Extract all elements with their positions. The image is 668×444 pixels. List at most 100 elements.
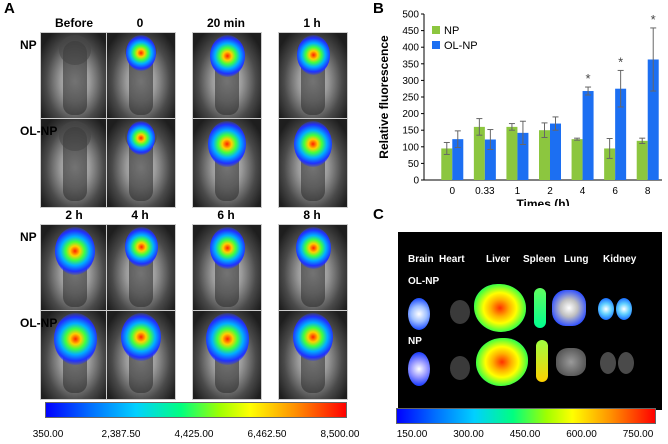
fluorescence-signal [55, 227, 95, 275]
organ-colorbar-tick-1: 300.00 [453, 429, 484, 440]
y-tick-label: 100 [402, 142, 419, 153]
y-tick-label: 0 [413, 176, 419, 187]
column-header-bottom-2: 6 h [217, 208, 235, 222]
column-header-top-3: 1 h [303, 16, 321, 30]
y-tick-label: 200 [402, 109, 419, 120]
lung-np [556, 348, 586, 376]
bar-ol-np-6 [647, 59, 659, 180]
mouse-image-r1-c2 [192, 118, 262, 208]
mouse-image-r3-c1 [106, 310, 176, 400]
fluorescence-bar-chart: 0 50 100 150 200 250 300 350 400 450 500 Relative f… [377, 10, 662, 206]
fluorescence-signal [209, 35, 245, 77]
significance-marker: * [586, 71, 591, 86]
significance-marker: * [618, 54, 623, 69]
imaging-colorbar-tick-1: 2,387.50 [101, 429, 141, 440]
heart-np [450, 356, 470, 380]
x-tick-label: 1 [515, 186, 521, 197]
lung-olnp [552, 290, 586, 326]
legend-swatch-np [432, 26, 440, 34]
row-label-olnp-top: OL-NP [20, 124, 58, 138]
kidney-np-left [600, 352, 616, 374]
bar-np-0 [441, 148, 453, 180]
organ-label-kidney: Kidney [603, 254, 637, 265]
legend-label-np: NP [444, 25, 459, 37]
bar-ol-np-2 [517, 132, 529, 180]
bar-np-4 [571, 139, 583, 180]
imaging-colorbar-tick-0: 350.00 [32, 429, 64, 440]
organ-colorbar-tick-0: 150.00 [396, 429, 428, 440]
fluorescence-signal [127, 121, 155, 155]
mouse-image-r3-c0 [40, 310, 110, 400]
fluorescence-signal [126, 35, 156, 71]
row-label-np-bottom: NP [20, 230, 37, 244]
row-label-olnp-bottom: OL-NP [20, 316, 58, 330]
fluorescence-signal [293, 313, 333, 361]
bar-np-1 [473, 126, 485, 180]
x-tick-label: 2 [547, 186, 553, 197]
y-axis-label: Relative fluorescence [377, 35, 391, 159]
column-header-bottom-1: 4 h [131, 208, 149, 222]
organ-label-liver: Liver [486, 254, 510, 265]
y-tick-label: 300 [402, 76, 419, 87]
x-tick-label: 8 [645, 186, 651, 197]
bar-ol-np-3 [550, 123, 561, 180]
x-tick-label: 0 [450, 186, 456, 197]
mouse-image-r3-c2 [192, 310, 262, 400]
mouse-image-r2-c1 [106, 224, 176, 314]
imaging-colorbar-tick-3: 6,462.50 [247, 429, 287, 440]
fluorescence-signal [209, 227, 245, 269]
panel-b-letter: B [373, 0, 384, 17]
fluorescence-signal [53, 313, 97, 365]
mouse-image-r2-c3 [278, 224, 348, 314]
organ-row-label-np: NP [408, 336, 422, 347]
kidney-olnp-right [616, 298, 632, 320]
imaging-colorbar-tick-2: 4,425.00 [174, 429, 214, 440]
organ-label-spleen: Spleen [523, 254, 556, 265]
mouse-image-r0-c1 [106, 32, 176, 122]
y-tick-label: 50 [408, 159, 420, 170]
imaging-colorbar [45, 402, 347, 418]
x-tick-label: 0.33 [475, 186, 495, 197]
row-label-np-top: NP [20, 38, 37, 52]
bar-np-3 [539, 130, 550, 180]
bar-ol-np-5 [615, 88, 627, 180]
fluorescence-signal [121, 313, 161, 361]
fluorescence-signal [295, 227, 331, 269]
y-tick-label: 400 [402, 43, 419, 54]
bar-ol-np-0 [452, 139, 464, 180]
y-tick-label: 500 [402, 10, 419, 21]
organ-colorbar-tick-2: 450.00 [509, 429, 541, 440]
column-header-top-0: Before [54, 16, 93, 30]
y-tick-label: 350 [402, 59, 419, 70]
legend-swatch-ol-np [432, 41, 440, 49]
x-tick-label: 6 [612, 186, 618, 197]
bar-np-2 [506, 126, 518, 180]
mouse-image-r1-c0 [40, 118, 110, 208]
column-header-bottom-0: 2 h [65, 208, 83, 222]
mouse-head [59, 121, 91, 151]
kidney-np-right [618, 352, 634, 374]
panel-a-letter: A [4, 0, 15, 17]
fluorescence-signal [294, 121, 332, 167]
bar-np-6 [636, 140, 648, 180]
liver-np [476, 338, 528, 386]
column-header-bottom-3: 8 h [303, 208, 321, 222]
organ-label-heart: Heart [439, 254, 465, 265]
organ-label-lung: Lung [564, 254, 589, 265]
mouse-image-r3-c3 [278, 310, 348, 400]
organ-colorbar [396, 408, 656, 424]
imaging-colorbar-tick-4: 8,500.00 [320, 429, 360, 440]
organ-colorbar-tick-3: 600.00 [566, 429, 597, 440]
mouse-image-r0-c0 [40, 32, 110, 122]
fluorescence-signal [124, 227, 158, 267]
column-header-top-1: 0 [136, 16, 144, 30]
fluorescence-signal [296, 35, 330, 75]
bar-ol-np-1 [484, 139, 496, 180]
mouse-head [59, 35, 91, 65]
kidney-olnp-left [598, 298, 614, 320]
organ-colorbar-tick-4: 750.00 [622, 429, 654, 440]
y-tick-label: 150 [402, 126, 419, 137]
brain-np [408, 352, 430, 386]
spleen-olnp [534, 288, 546, 328]
liver-olnp [474, 284, 526, 332]
